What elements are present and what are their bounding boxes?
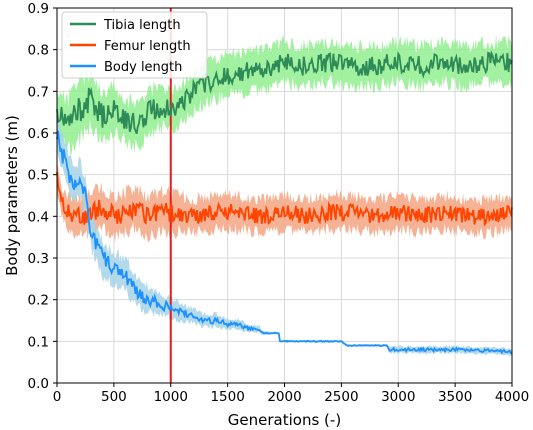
x-tick-label: 0 [53,389,62,405]
y-tick-label: 0.9 [28,1,49,17]
y-tick-label: 0.6 [28,126,49,142]
y-tick-label: 0.3 [28,251,49,267]
x-tick-label: 3000 [381,389,415,405]
y-axis-label: Body parameters (m) [3,115,21,276]
legend-label-1: Femur length [104,39,191,54]
legend-label-2: Body length [104,60,182,75]
legend: Tibia length Femur length Body length [61,11,208,79]
y-tick-label: 0.1 [28,334,49,350]
x-tick-label: 1000 [154,389,188,405]
x-tick-label: 3500 [438,389,472,405]
x-tick-label: 2000 [267,389,301,405]
y-tick-label: 0.7 [28,84,49,100]
y-tick-label: 0.8 [28,43,49,59]
series-line-0 [56,50,513,135]
y-tick-label: 0.0 [28,376,49,392]
line-layer [56,50,513,355]
legend-label-0: Tibia length [103,18,181,33]
y-tick-label: 0.4 [28,209,49,225]
y-tick-label: 0.5 [28,168,49,184]
tick-layer: 0 500 1000 1500 2000 2500 3000 3500 4000 0.0 0.1 0.… [28,1,530,405]
series-line-1 [56,172,513,227]
x-tick-label: 500 [101,389,127,405]
y-tick-label: 0.2 [28,293,49,309]
x-tick-label: 2500 [324,389,358,405]
x-axis-label: Generations (-) [228,411,341,429]
x-tick-label: 1500 [210,389,244,405]
legend-box [61,11,208,79]
x-tick-label: 4000 [495,389,529,405]
series-line-2 [56,130,513,355]
